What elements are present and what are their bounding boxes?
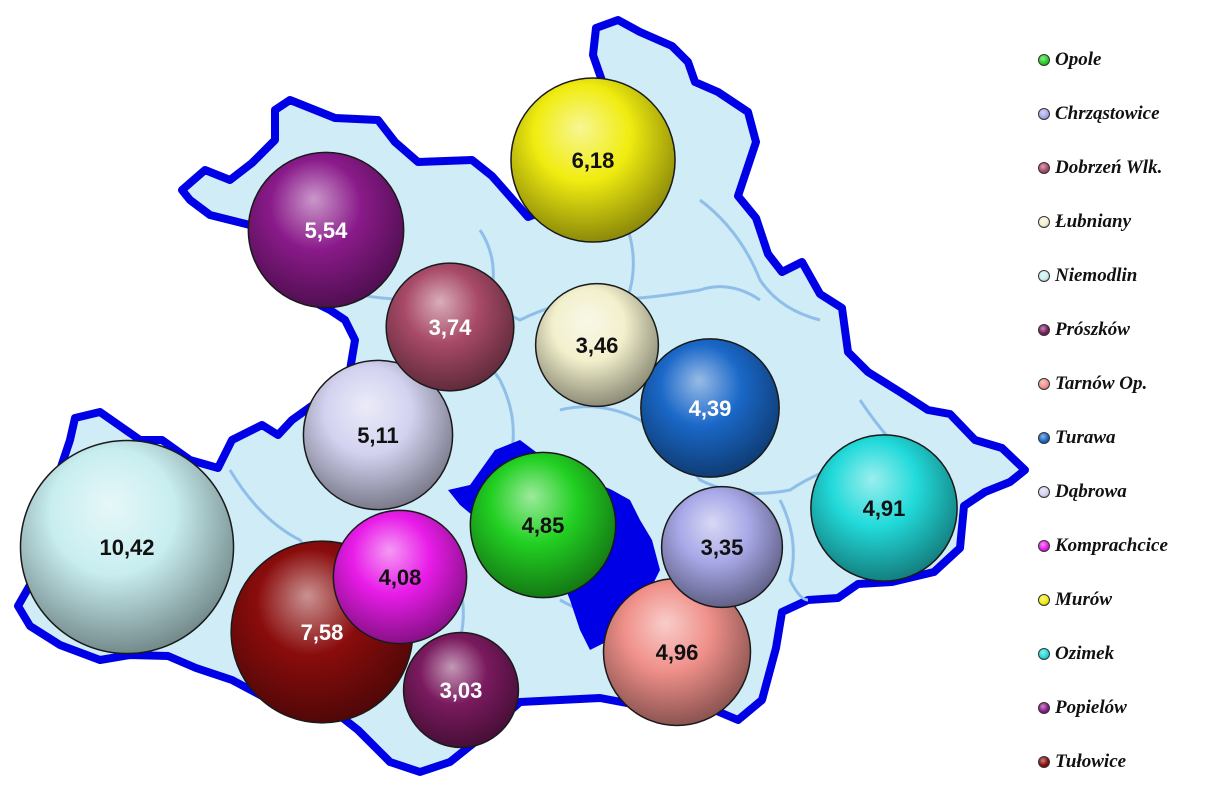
bubble-value-label: 3,74 xyxy=(429,315,473,340)
legend-item: Murów xyxy=(1038,586,1112,614)
legend-label: Łubniany xyxy=(1055,211,1132,232)
bubble-value-label: 5,11 xyxy=(357,423,399,448)
legend-marker xyxy=(1038,216,1050,228)
legend-item: Chrząstowice xyxy=(1038,100,1160,128)
legend-item: Tarnów Op. xyxy=(1038,370,1147,398)
bubble-opole: 4,85 xyxy=(469,451,617,599)
legend-label: Chrząstowice xyxy=(1055,103,1160,124)
legend-marker xyxy=(1038,648,1050,660)
legend-marker xyxy=(1038,702,1050,714)
bubble-łubniany: 3,46 xyxy=(534,282,660,408)
legend-marker xyxy=(1038,270,1050,282)
bubble-prószków: 3,03 xyxy=(402,631,520,749)
bubble-circle xyxy=(302,359,454,511)
bubble-circle xyxy=(247,151,405,309)
bubble-value-label: 7,58 xyxy=(301,620,344,645)
bubble-circle xyxy=(660,485,784,609)
legend-marker xyxy=(1038,540,1050,552)
bubble-value-label: 4,91 xyxy=(863,496,906,521)
bubble-circle xyxy=(469,451,617,599)
legend-label: Tarnów Op. xyxy=(1055,373,1148,394)
legend-item: Dobrzeń Wlk. xyxy=(1038,154,1162,182)
legend-item: Niemodlin xyxy=(1038,262,1137,290)
bubble-turawa: 4,39 xyxy=(640,338,780,478)
bubble-circle xyxy=(385,262,515,392)
legend-label: Niemodlin xyxy=(1055,265,1138,286)
bubble-value-label: 10,42 xyxy=(99,535,154,560)
bubble-value-label: 4,08 xyxy=(379,565,422,590)
bubble-value-label: 4,85 xyxy=(522,513,565,538)
bubble-value-label: 3,46 xyxy=(576,333,619,358)
bubble-value-label: 5,54 xyxy=(305,218,349,243)
legend-label: Turawa xyxy=(1055,427,1116,448)
bubble-value-label: 4,39 xyxy=(689,396,732,421)
bubble-murów: 6,18 xyxy=(510,77,676,243)
legend-marker xyxy=(1038,486,1050,498)
legend-item: Dąbrowa xyxy=(1038,478,1127,506)
legend-label: Ozimek xyxy=(1055,643,1115,664)
legend-marker xyxy=(1038,162,1050,174)
bubble-circle xyxy=(19,439,235,655)
bubble-circle xyxy=(402,631,520,749)
bubble-popielów: 5,54 xyxy=(247,151,405,309)
legend-item: Opole xyxy=(1038,46,1101,74)
legend-item: Prószków xyxy=(1038,316,1130,344)
legend-marker xyxy=(1038,756,1050,768)
bubble-chrząstowice: 3,35 xyxy=(660,485,784,609)
bubble-circle xyxy=(534,282,660,408)
legend-label: Popielów xyxy=(1055,697,1127,718)
bubble-value-label: 3,03 xyxy=(440,678,483,703)
legend-label: Dobrzeń Wlk. xyxy=(1055,157,1163,178)
bubble-ozimek: 4,91 xyxy=(810,434,958,582)
legend-marker xyxy=(1038,54,1050,66)
legend-label: Prószków xyxy=(1055,319,1130,340)
legend-item: Łubniany xyxy=(1038,208,1131,236)
legend-marker xyxy=(1038,108,1050,120)
legend-item: Tułowice xyxy=(1038,748,1126,776)
bubble-dobrzeń-wlk-: 3,74 xyxy=(385,262,515,392)
bubble-value-label: 3,35 xyxy=(701,535,744,560)
bubble-niemodlin: 10,42 xyxy=(19,439,235,655)
bubble-value-label: 4,96 xyxy=(656,640,699,665)
bubble-dąbrowa: 5,11 xyxy=(302,359,454,511)
legend-label: Dąbrowa xyxy=(1055,481,1127,502)
legend-label: Tułowice xyxy=(1055,751,1127,772)
legend-label: Opole xyxy=(1055,49,1102,70)
legend-item: Turawa xyxy=(1038,424,1116,452)
bubble-circle xyxy=(332,509,468,645)
legend-label: Murów xyxy=(1055,589,1113,610)
legend-marker xyxy=(1038,324,1050,336)
value-bubbles: 10,42 7,58 6,18 5,54 5,11 4,96 4,91 4,85 4,39 4,0… xyxy=(19,77,958,749)
legend-item: Komprachcice xyxy=(1038,532,1168,560)
legend-marker xyxy=(1038,594,1050,606)
legend-marker xyxy=(1038,432,1050,444)
legend-label: Komprachcice xyxy=(1055,535,1168,556)
bubble-circle xyxy=(640,338,780,478)
bubble-circle xyxy=(810,434,958,582)
legend-item: Ozimek xyxy=(1038,640,1114,668)
bubble-value-label: 6,18 xyxy=(572,148,615,173)
legend-marker xyxy=(1038,378,1050,390)
bubble-circle xyxy=(510,77,676,243)
bubble-tarnów-op-: 4,96 xyxy=(602,577,752,727)
bubble-komprachcice: 4,08 xyxy=(332,509,468,645)
legend-item: Popielów xyxy=(1038,694,1127,722)
